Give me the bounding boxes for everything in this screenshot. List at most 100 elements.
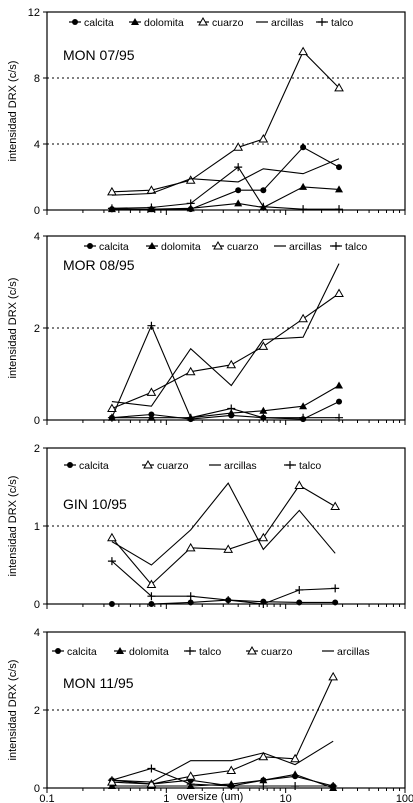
data-point-cuarzo <box>226 359 237 369</box>
data-point-cuarzo <box>334 82 344 92</box>
y-tick-label: 1 <box>34 521 40 533</box>
legend-item-arcillas: arcillas <box>322 646 370 658</box>
data-point-talco <box>186 780 195 789</box>
data-point-cuarzo <box>290 753 300 763</box>
data-point-cuarzo <box>298 313 308 323</box>
legend-label: arcillas <box>224 460 257 472</box>
data-point-talco <box>147 592 156 601</box>
legend-label: talco <box>199 646 221 658</box>
data-point-talco <box>259 782 268 791</box>
legend-item-talco: talco <box>316 17 353 29</box>
legend-label: cuarzo <box>157 460 189 472</box>
y-tick-label: 0 <box>34 599 40 611</box>
data-point-talco <box>259 413 268 422</box>
series-cuarzo <box>107 480 341 588</box>
data-point-dolomita <box>259 406 268 414</box>
data-point-cuarzo <box>146 579 157 588</box>
data-point-cuarzo <box>258 134 269 143</box>
data-point-dolomita <box>299 182 308 190</box>
data-point-calcita <box>332 599 339 606</box>
data-point-dolomita <box>234 199 243 207</box>
panel-title: MOR 08/95 <box>63 257 135 273</box>
data-point-talco <box>186 199 195 208</box>
series-line-cuarzo <box>111 484 336 586</box>
data-point-talco <box>259 600 268 608</box>
data-point-talco <box>295 585 304 594</box>
legend-item-talco: talco <box>184 646 221 658</box>
series-line-arcillas <box>111 482 336 566</box>
legend-marker <box>186 647 194 655</box>
legend-marker <box>213 240 223 250</box>
data-point-calcita <box>336 398 343 405</box>
data-point-calcita <box>260 187 267 194</box>
y-tick-label: 12 <box>28 7 40 19</box>
data-point-talco <box>335 205 344 214</box>
legend-marker <box>116 647 124 654</box>
series-dolomita <box>107 381 344 421</box>
x-tick-label: 10 <box>280 793 292 803</box>
x-tick-label: 1 <box>163 793 169 803</box>
legend-marker <box>67 462 73 468</box>
data-point-cuarzo <box>226 765 237 774</box>
data-point-cuarzo <box>107 403 117 412</box>
data-point-talco <box>291 782 300 791</box>
data-point-talco <box>107 204 116 213</box>
data-point-dolomita <box>335 185 344 193</box>
data-point-talco <box>259 202 268 211</box>
y-tick-label: 4 <box>34 139 40 151</box>
plot-frame <box>46 11 406 211</box>
data-point-talco <box>186 413 195 422</box>
y-axis-label: intensidad DRX (c/s) <box>7 61 19 162</box>
legend-label: calcita <box>84 17 114 29</box>
data-point-dolomita <box>259 776 268 784</box>
panel-title: MON 07/95 <box>63 47 135 63</box>
legend-item-calcita: calcita <box>84 241 129 253</box>
data-point-talco <box>107 413 116 422</box>
legend-label: calcita <box>79 460 109 472</box>
series-arcillas <box>111 482 336 566</box>
data-point-talco <box>299 205 308 214</box>
series-line-talco <box>111 560 336 605</box>
x-tick-label: 0.1 <box>39 793 54 803</box>
legend-item-cuarzo: cuarzo <box>197 16 244 29</box>
legend-label: cuarzo <box>261 646 293 658</box>
data-point-dolomita <box>299 402 308 410</box>
panel-title: MON 11/95 <box>63 675 134 691</box>
legend-label: dolomita <box>144 17 184 29</box>
data-point-calcita <box>108 601 115 607</box>
legend-item-cuarzo: cuarzo <box>246 645 293 658</box>
legend-label: arcillas <box>289 241 322 253</box>
data-point-talco <box>227 404 236 413</box>
data-point-cuarzo <box>258 532 269 542</box>
series-cuarzo <box>107 46 344 196</box>
series-line-cuarzo <box>111 50 340 193</box>
series-line-arcillas <box>111 158 340 196</box>
legend-label: arcillas <box>271 17 304 29</box>
data-point-talco <box>147 203 156 212</box>
legend-item-dolomita: dolomita <box>146 241 201 253</box>
data-point-calcita <box>187 599 194 606</box>
series-arcillas <box>111 158 340 196</box>
data-point-cuarzo <box>298 46 308 56</box>
data-point-calcita <box>235 187 242 194</box>
legend-label: arcillas <box>337 646 370 658</box>
data-point-cuarzo <box>258 341 269 350</box>
data-point-talco <box>186 592 195 601</box>
data-point-cuarzo <box>146 779 157 788</box>
data-point-cuarzo <box>330 501 341 510</box>
data-point-cuarzo <box>258 751 269 761</box>
legend-item-cuarzo: cuarzo <box>142 459 189 472</box>
series-line-dolomita <box>111 385 340 419</box>
data-point-cuarzo <box>107 777 117 786</box>
data-point-dolomita <box>147 413 156 421</box>
data-point-calcita <box>300 144 307 151</box>
legend-marker <box>318 18 326 26</box>
legend-marker <box>332 242 340 250</box>
data-point-talco <box>335 413 344 422</box>
data-point-calcita <box>336 164 343 171</box>
y-tick-label: 0 <box>34 415 40 427</box>
data-point-dolomita <box>186 204 195 212</box>
legend-item-talco: talco <box>284 460 321 472</box>
panel-title: GIN 10/95 <box>63 496 127 512</box>
